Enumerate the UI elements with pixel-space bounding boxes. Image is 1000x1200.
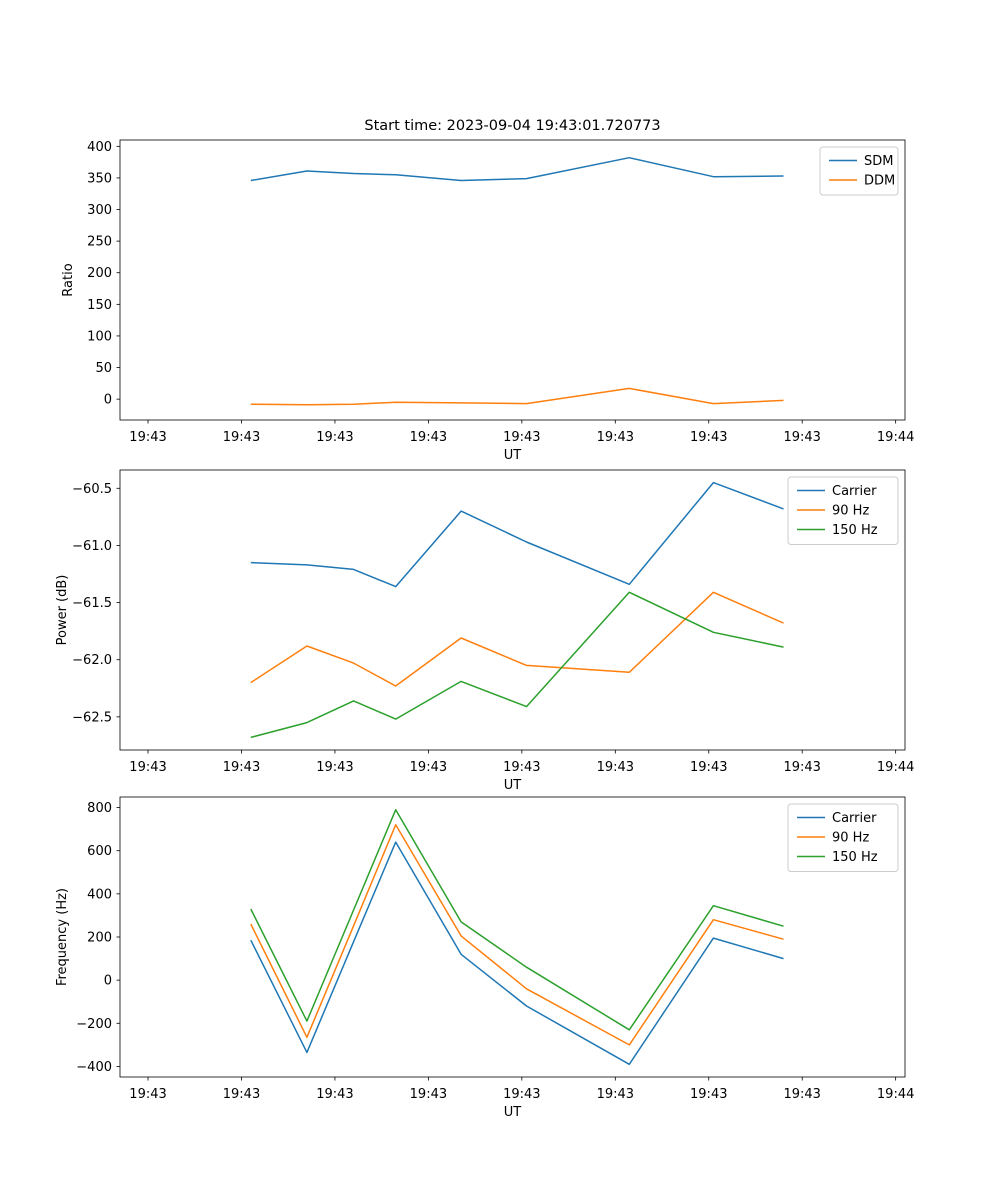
legend-label: DDM	[864, 174, 895, 189]
series-line-90-hz	[250, 824, 784, 1046]
y-tick-label: −62.5	[72, 710, 112, 725]
ratio-chart: 19:43 19:43 19:43 19:43 19:43 19:43 19:43 19:43…	[61, 118, 914, 463]
x-tick-label: 19:43	[503, 760, 540, 775]
x-tick-label: 19:43	[690, 430, 727, 445]
y-tick-label: 200	[87, 931, 112, 946]
x-tick-label: 19:43	[783, 760, 820, 775]
axes-frame	[119, 469, 906, 751]
y-tick-label: −60.5	[72, 482, 112, 497]
y-axis-label: Frequency (Hz)	[55, 888, 70, 986]
x-tick-label: 19:43	[690, 760, 727, 775]
x-tick-label: 19:43	[223, 1087, 260, 1102]
y-tick-label: 100	[87, 329, 112, 344]
x-tick-label: 19:43	[223, 430, 260, 445]
x-tick-label: 19:43	[316, 430, 353, 445]
y-tick-label: 400	[87, 887, 112, 902]
y-tick-label: −400	[76, 1060, 112, 1075]
frequency-chart: 19:43 19:43 19:43 19:43 19:43 19:43 19:43 19:43…	[55, 796, 914, 1120]
series-line-carrier	[250, 841, 784, 1066]
power-chart: 19:43 19:43 19:43 19:43 19:43 19:43 19:43 19:43…	[55, 469, 914, 793]
y-tick-label: 300	[87, 203, 112, 218]
y-tick-label: −62.0	[72, 653, 112, 668]
legend-label: 150 Hz	[832, 850, 878, 865]
x-tick-label: 19:43	[129, 760, 166, 775]
y-tick-label: 350	[87, 171, 112, 186]
x-axis-label: UT	[504, 778, 522, 793]
x-tick-label: 19:43	[316, 1087, 353, 1102]
legend-label: 150 Hz	[832, 523, 878, 538]
y-tick-label: 150	[87, 298, 112, 313]
y-tick-label: −200	[76, 1017, 112, 1032]
y-axis-label: Ratio	[61, 263, 76, 296]
x-tick-label: 19:43	[503, 1087, 540, 1102]
y-tick-label: 0	[104, 393, 112, 408]
series-line-sdm	[250, 156, 784, 182]
y-tick-label: 800	[87, 801, 112, 816]
chart-title: Start time: 2023-09-04 19:43:01.720773	[364, 118, 660, 134]
x-tick-label: 19:43	[410, 1087, 447, 1102]
x-tick-label: 19:44	[877, 1087, 914, 1102]
legend-label: Carrier	[832, 811, 877, 826]
x-tick-label: 19:43	[597, 1087, 634, 1102]
y-tick-label: 250	[87, 235, 112, 250]
x-tick-label: 19:43	[410, 760, 447, 775]
x-tick-label: 19:43	[597, 430, 634, 445]
y-tick-label: 600	[87, 844, 112, 859]
legend-box	[819, 146, 899, 196]
series-line-carrier	[250, 481, 784, 588]
x-tick-label: 19:43	[783, 1087, 820, 1102]
legend-box	[787, 803, 899, 872]
axes-frame	[119, 139, 906, 421]
y-tick-label: 200	[87, 266, 112, 281]
x-tick-label: 19:43	[690, 1087, 727, 1102]
series-line-150-hz	[250, 808, 784, 1031]
x-tick-label: 19:44	[877, 760, 914, 775]
x-tick-label: 19:43	[129, 1087, 166, 1102]
axes-frame	[119, 796, 906, 1078]
y-tick-label: −61.0	[72, 539, 112, 554]
x-tick-label: 19:43	[223, 760, 260, 775]
y-tick-label: −61.5	[72, 596, 112, 611]
legend-label: Carrier	[832, 484, 877, 499]
x-axis-label: UT	[504, 1105, 522, 1120]
legend: Carrier 90 Hz 150 Hz	[787, 476, 899, 545]
x-tick-label: 19:43	[129, 430, 166, 445]
legend-box	[787, 476, 899, 545]
series-line-150-hz	[250, 591, 784, 739]
legend: SDM DDM	[819, 146, 899, 196]
legend-label: 90 Hz	[832, 504, 869, 519]
x-axis-label: UT	[504, 448, 522, 463]
legend: Carrier 90 Hz 150 Hz	[787, 803, 899, 872]
x-tick-label: 19:43	[597, 760, 634, 775]
x-tick-label: 19:43	[316, 760, 353, 775]
legend-label: SDM	[864, 154, 893, 169]
series-line-ddm	[250, 387, 784, 406]
x-tick-label: 19:43	[503, 430, 540, 445]
y-tick-label: 400	[87, 140, 112, 155]
y-tick-label: 50	[95, 361, 112, 376]
y-tick-label: 0	[104, 974, 112, 989]
x-tick-label: 19:43	[783, 430, 820, 445]
y-axis-label: Power (dB)	[55, 575, 70, 646]
x-tick-label: 19:43	[410, 430, 447, 445]
x-tick-label: 19:44	[877, 430, 914, 445]
legend-label: 90 Hz	[832, 831, 869, 846]
